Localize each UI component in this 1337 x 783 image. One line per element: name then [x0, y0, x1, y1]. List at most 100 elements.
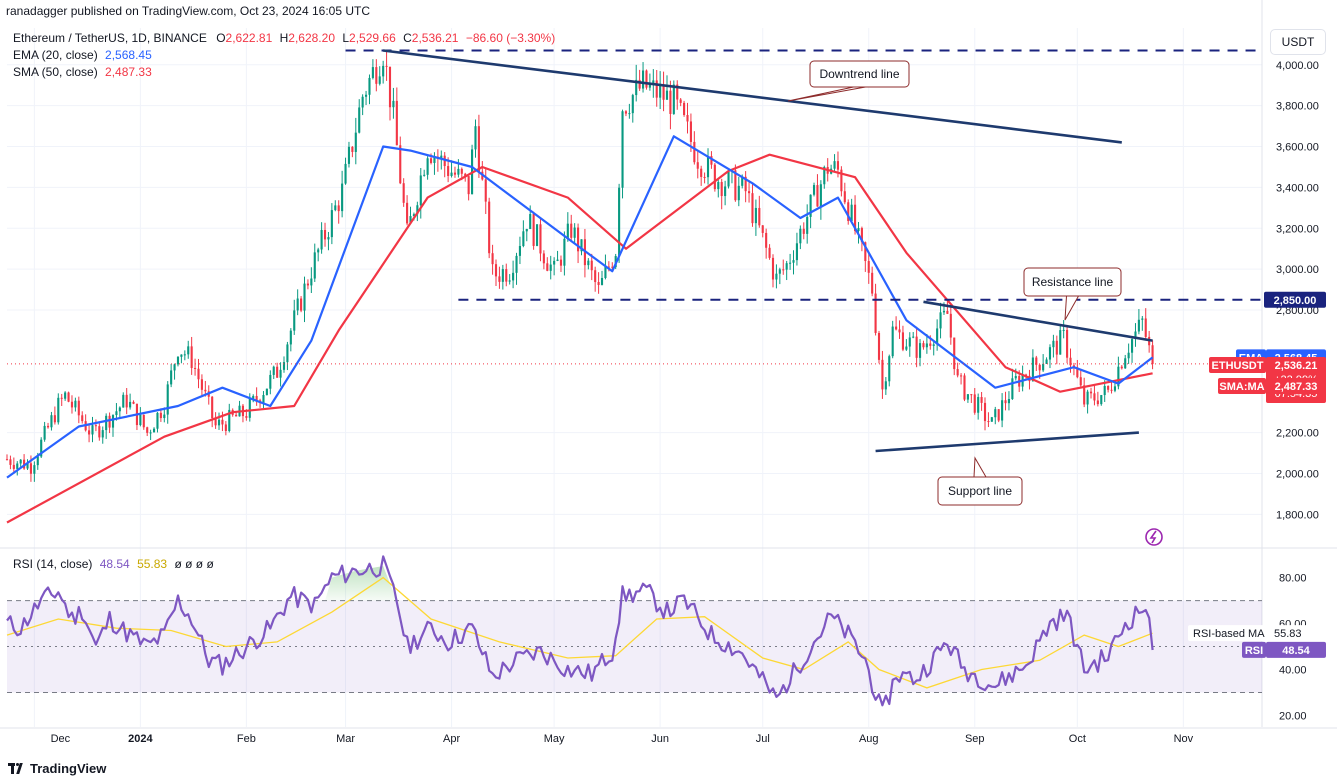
candle-body — [1137, 319, 1140, 332]
candle-body — [88, 430, 91, 435]
candle — [659, 71, 662, 110]
candle-body — [854, 204, 857, 232]
candle — [559, 255, 563, 273]
candle-body — [546, 263, 549, 271]
candle-body — [751, 193, 754, 224]
candle-body — [252, 395, 255, 399]
candle-body — [60, 397, 63, 399]
rsi-tag: RSI — [1245, 645, 1263, 657]
candle-body — [512, 272, 515, 281]
low-value: 2,529.66 — [349, 31, 396, 45]
candle — [494, 259, 498, 287]
candle-body — [676, 84, 679, 100]
candle-body — [956, 369, 959, 376]
candle — [139, 407, 142, 427]
candle-body — [187, 346, 190, 355]
candle-body — [665, 90, 669, 100]
candle — [648, 73, 651, 91]
candle-body — [669, 90, 672, 114]
candle-body — [228, 409, 231, 431]
candle-body — [683, 102, 686, 115]
candle — [269, 370, 272, 395]
candle-body — [183, 354, 186, 356]
symbol-tag-box — [1209, 356, 1266, 373]
candle — [26, 459, 29, 471]
rsi-ma-tag-box — [1188, 625, 1266, 642]
lightning-icon[interactable] — [1145, 528, 1163, 546]
candle-body — [980, 397, 983, 403]
candle-body — [467, 176, 470, 195]
candle-body — [1103, 385, 1106, 396]
candle — [125, 388, 128, 415]
rsi-line — [6, 555, 1154, 707]
sma-legend-label: SMA (50, close) — [13, 65, 98, 79]
candle-body — [419, 175, 422, 206]
candle-body — [91, 425, 94, 435]
candle-body — [542, 253, 545, 264]
candle-body — [888, 356, 891, 382]
candle-body — [525, 228, 528, 232]
candle-body — [535, 224, 539, 246]
candle — [272, 365, 275, 380]
candle — [317, 247, 320, 262]
candle-body — [645, 70, 648, 88]
candle — [932, 341, 935, 356]
candle — [1059, 325, 1062, 355]
candle — [621, 109, 624, 199]
candle-body — [522, 231, 525, 247]
candle-body — [946, 310, 949, 314]
candle-body — [286, 344, 289, 363]
candle — [481, 161, 484, 181]
candle — [320, 222, 323, 254]
candle-body — [330, 210, 333, 238]
ema-legend[interactable]: EMA (20, close) 2,568.45 — [13, 48, 152, 62]
candle — [1113, 382, 1117, 393]
rsi-ma-value: 55.83 — [1274, 628, 1302, 640]
candle — [1141, 315, 1144, 331]
sma-price-tag: 2,487.33 — [1275, 381, 1318, 393]
candle-body — [713, 164, 716, 190]
candle-body — [224, 424, 227, 431]
candle — [354, 117, 357, 165]
candle-body — [498, 276, 501, 282]
candle-body — [918, 343, 922, 358]
candle — [67, 391, 70, 403]
candle — [505, 263, 508, 287]
candle — [973, 388, 976, 415]
candle-body — [556, 259, 559, 261]
candle — [98, 423, 101, 441]
candle — [149, 429, 152, 441]
candle-body — [515, 255, 518, 273]
candle-body — [409, 216, 412, 224]
candle-body — [802, 228, 805, 234]
candle — [450, 160, 453, 178]
sma-tag-box — [1218, 377, 1266, 394]
candle — [515, 252, 518, 285]
candle — [918, 339, 922, 367]
candle-body — [180, 354, 183, 357]
sma-legend[interactable]: SMA (50, close) 2,487.33 — [13, 65, 152, 79]
trend-line — [923, 300, 1153, 342]
candle — [142, 414, 145, 430]
candle-body — [563, 238, 566, 266]
candle — [888, 354, 891, 387]
candle-body — [368, 77, 371, 95]
price-tick-label: 3,600.00 — [1276, 142, 1319, 154]
time-tick-label: Oct — [1069, 733, 1086, 745]
rsi-tick-label: 80.00 — [1279, 573, 1307, 585]
candle-body — [628, 113, 631, 115]
candle-body — [580, 239, 583, 252]
currency-button[interactable]: USDT — [1270, 29, 1326, 55]
candle — [542, 250, 545, 270]
rsi-legend[interactable]: RSI (14, close) 48.54 55.83 ø ø ø ø — [13, 557, 214, 571]
tradingview-brand[interactable]: TradingView — [8, 761, 106, 776]
candle — [94, 419, 97, 432]
candle-body — [659, 85, 662, 98]
candle-body — [108, 415, 111, 428]
candle — [782, 259, 785, 275]
candle — [46, 422, 50, 429]
candle — [1134, 323, 1137, 347]
price-tick-label: 4,000.00 — [1276, 60, 1319, 72]
candle — [1011, 368, 1014, 400]
